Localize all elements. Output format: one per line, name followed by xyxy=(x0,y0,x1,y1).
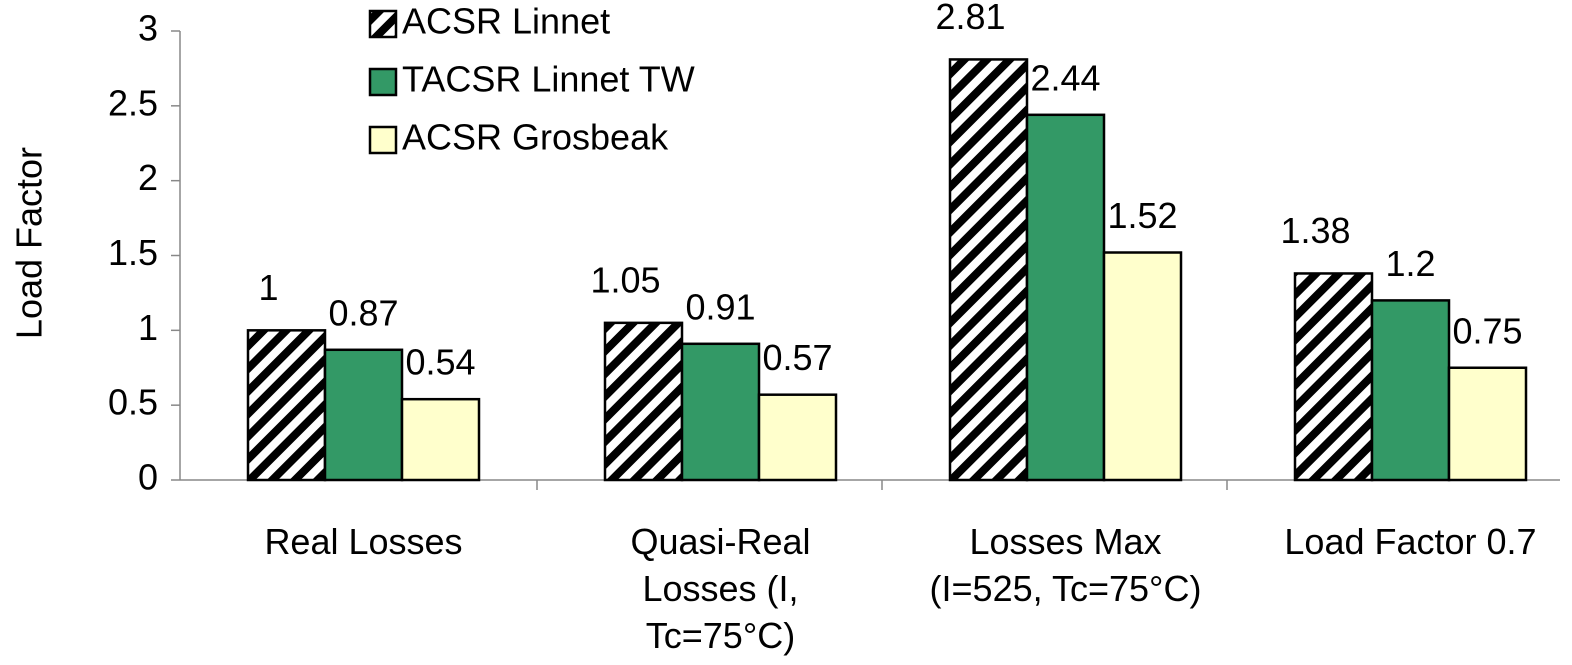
data-label: 0.87 xyxy=(328,292,398,333)
data-label: 1 xyxy=(258,267,278,308)
y-tick-label: 0 xyxy=(138,457,158,498)
bar xyxy=(1370,299,1451,482)
bar xyxy=(323,348,404,482)
bar xyxy=(603,321,684,482)
x-tick-label: Losses Max (I=525, Tc=75°C) xyxy=(929,521,1202,609)
bar xyxy=(246,329,327,482)
y-tick-label: 2.5 xyxy=(108,82,158,123)
data-label: 0.57 xyxy=(762,337,832,378)
legend-label: ACSR Linnet xyxy=(402,1,610,42)
data-label: 2.44 xyxy=(1030,57,1100,98)
y-tick-label: 1.5 xyxy=(108,232,158,273)
x-tick-label: Load Factor 0.7 xyxy=(1284,521,1537,562)
bar xyxy=(680,342,761,482)
data-label: 0.75 xyxy=(1452,310,1522,351)
y-tick-label: 2 xyxy=(138,157,158,198)
legend-label: TACSR Linnet TW xyxy=(402,59,695,100)
legend-swatch xyxy=(368,9,398,39)
legend-swatch xyxy=(368,125,398,155)
data-label: 1.2 xyxy=(1385,243,1435,284)
y-tick-label: 0.5 xyxy=(108,382,158,423)
data-label: 1.05 xyxy=(590,259,660,300)
y-tick-label: 3 xyxy=(138,8,158,49)
bar xyxy=(1102,251,1183,482)
bar xyxy=(757,393,838,482)
bar xyxy=(400,397,481,482)
x-tick-label: Quasi-Real Losses (I, Tc=75°C) xyxy=(630,521,811,656)
legend-label: ACSR Grosbeak xyxy=(402,117,669,158)
bar xyxy=(1293,272,1374,482)
data-label: 1.38 xyxy=(1280,210,1350,251)
data-label: 1.52 xyxy=(1107,195,1177,236)
bar xyxy=(1447,366,1528,482)
x-tick-label: Real Losses xyxy=(264,521,463,562)
bar xyxy=(948,58,1029,482)
y-tick-label: 1 xyxy=(138,307,158,348)
data-label: 0.91 xyxy=(685,286,755,327)
bar xyxy=(1025,113,1106,482)
legend-swatch xyxy=(368,67,398,97)
data-label: 0.54 xyxy=(405,342,475,383)
y-axis-title: Load Factor xyxy=(9,147,50,339)
data-label: 2.81 xyxy=(935,0,1005,37)
